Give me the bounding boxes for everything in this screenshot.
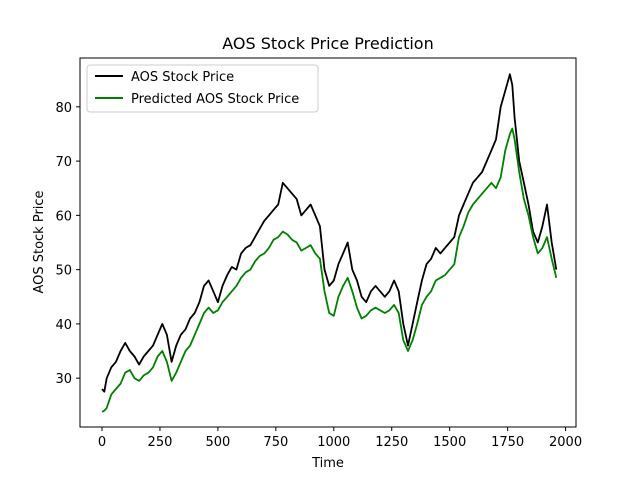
y-axis-title: AOS Stock Price bbox=[32, 190, 47, 293]
y-tick-label: 40 bbox=[55, 318, 72, 333]
series-layer bbox=[101, 73, 558, 413]
axes-frame bbox=[79, 57, 577, 428]
x-tick-label: 1500 bbox=[433, 435, 466, 450]
series-line-actual bbox=[101, 73, 558, 393]
x-tick-label: 250 bbox=[148, 435, 173, 450]
x-tick-label: 1250 bbox=[375, 435, 408, 450]
legend-label-predicted: Predicted AOS Stock Price bbox=[131, 92, 299, 107]
y-tick-label: 50 bbox=[55, 264, 72, 279]
x-tick-label: 750 bbox=[263, 435, 288, 450]
y-tick-label: 30 bbox=[55, 372, 72, 387]
chart-title: AOS Stock Price Prediction bbox=[222, 34, 433, 53]
legend-box bbox=[86, 64, 319, 113]
series-line-predicted bbox=[101, 127, 558, 413]
y-tick-label: 70 bbox=[55, 155, 72, 170]
y-tick-label: 80 bbox=[55, 101, 72, 116]
x-tick-label: 500 bbox=[205, 435, 230, 450]
legend: AOS Stock Price Predicted AOS Stock Pric… bbox=[86, 64, 319, 113]
y-tick-label: 60 bbox=[55, 209, 72, 224]
x-tick-label: 0 bbox=[98, 435, 106, 450]
x-tick-label: 1000 bbox=[317, 435, 350, 450]
x-axis-title: Time bbox=[311, 456, 344, 471]
x-tick-label: 2000 bbox=[549, 435, 582, 450]
axes-background bbox=[80, 58, 576, 427]
x-tick-label: 1750 bbox=[491, 435, 524, 450]
legend-label-actual: AOS Stock Price bbox=[131, 70, 234, 85]
plot-area: 0 250 500 750 1000 1250 1500 1750 2000 30 40 50 60 7… bbox=[55, 57, 582, 450]
y-axis: 30 40 50 60 70 80 bbox=[55, 101, 80, 387]
x-axis: 0 250 500 750 1000 1250 1500 1750 2000 bbox=[98, 427, 582, 450]
